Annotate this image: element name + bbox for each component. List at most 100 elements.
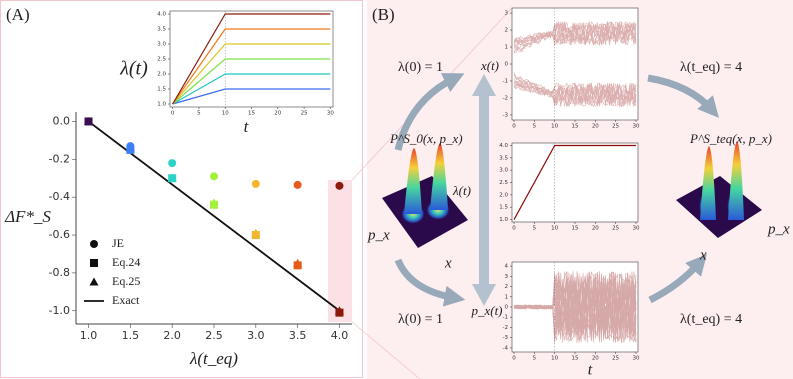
trajectory [513,77,637,107]
trajectory [513,83,637,108]
trajectory [513,73,637,108]
trajectory [513,74,637,104]
y-tick-label: -2 [503,325,508,331]
y-tick-label: 3.5 [499,155,508,161]
y-axis-label: λ(t) [452,183,471,198]
trajectory [513,83,637,107]
y-tick-label: 1.0 [499,217,508,223]
trajectory [513,272,637,341]
x-tick-label: 30 [327,111,334,117]
point [251,228,261,237]
arrow [648,254,707,304]
point [293,258,303,267]
x-tick-label: 25 [301,111,308,117]
legend-marker [90,240,98,248]
y-tick-label: 2 [505,28,509,34]
x-tick-label: 20 [592,356,599,362]
surface-title: P^S_0(x, p_x) [389,131,463,146]
y-tick-label: -1 [503,78,508,84]
trajectory [513,272,637,339]
zoom-line [351,321,421,379]
trajectory [513,273,637,340]
x-axis-label: t [244,117,250,136]
line [172,28,331,105]
y-tick-label: 2 [505,284,509,290]
x-tick-label: 10 [551,356,558,362]
trajectory [513,272,637,341]
x-tick-label: 0 [512,356,516,362]
trajectory [513,275,637,344]
trajectory [513,21,637,47]
trajectory [513,271,637,341]
y-tick-label: -3 [503,335,509,341]
x-tick-label: 10 [551,226,558,232]
x-tick-label: 25 [612,124,619,130]
trajectory [513,271,637,342]
trajectory [513,271,637,341]
line [172,13,331,105]
y-tick-label: -1.0 [49,304,70,317]
trajectory [513,274,637,343]
arrow-head [472,284,496,306]
line [172,58,331,105]
trajectory-texture [513,271,637,344]
trajectory [513,21,637,50]
x-tick-label: 5 [197,111,201,117]
trajectory [513,81,637,106]
trajectory [513,20,637,46]
x-tick-label: 3.5 [289,329,307,342]
panel-label: (B) [372,5,395,24]
trajectory [513,82,637,107]
y-tick-label: 3 [505,11,509,17]
highlight [328,180,352,322]
plot-frame [511,7,639,121]
y-tick-label: 0 [505,305,509,311]
x-tick-label: 1.0 [80,329,98,342]
arrow [394,258,466,307]
trajectory [513,272,637,343]
y-tick-label: -1 [503,315,508,321]
trajectory [513,21,637,46]
x-tick-label: 2.5 [205,329,223,342]
y-tick-label: 1.5 [499,205,508,211]
trajectory [513,271,637,343]
y-axis-label: x(t) [480,58,499,73]
x-tick-label: 30 [632,226,639,232]
x-tick-label: 20 [274,111,281,117]
panel-label: (A) [6,5,30,24]
y-tick-label: 3.0 [157,42,166,48]
y-axis-label: λ(t) [119,58,148,80]
point [334,306,344,315]
y-tick-label: 4 [505,264,509,270]
x-tick-label: 5 [533,124,537,130]
start-label: λ(0) = 1 [398,312,443,327]
point [209,198,219,207]
x-tick-label: 10 [222,111,229,117]
x-tick-label: 10 [551,124,558,130]
trajectory [513,21,637,45]
y-tick-label: 2.0 [499,192,508,198]
y-tick-label: 1 [505,45,509,51]
surface-axis-label: x [444,255,452,271]
trajectory [513,271,637,343]
trajectory [513,275,637,341]
point [335,181,344,190]
x-axis-label: t [588,362,593,379]
trajectory [513,22,637,46]
trajectory [513,21,637,46]
x-tick-label: 1.5 [122,329,140,342]
x-tick-label: 30 [632,124,639,130]
y-tick-label: 1.0 [157,102,166,108]
y-tick-label: 3.5 [157,27,166,33]
y-tick-label: -0.2 [49,152,70,165]
surface-axis-label: p_x [367,227,390,243]
trajectory [513,271,637,341]
y-tick-label: -0.4 [49,190,70,203]
line [513,144,636,220]
y-tick-label: 2.5 [157,57,166,63]
y-tick-label: 3.0 [499,168,508,174]
trajectory [513,273,637,340]
x-tick-label: 20 [592,226,599,232]
start-label: λ(0) = 1 [398,60,443,75]
legend-label: Eq.25 [112,274,140,288]
